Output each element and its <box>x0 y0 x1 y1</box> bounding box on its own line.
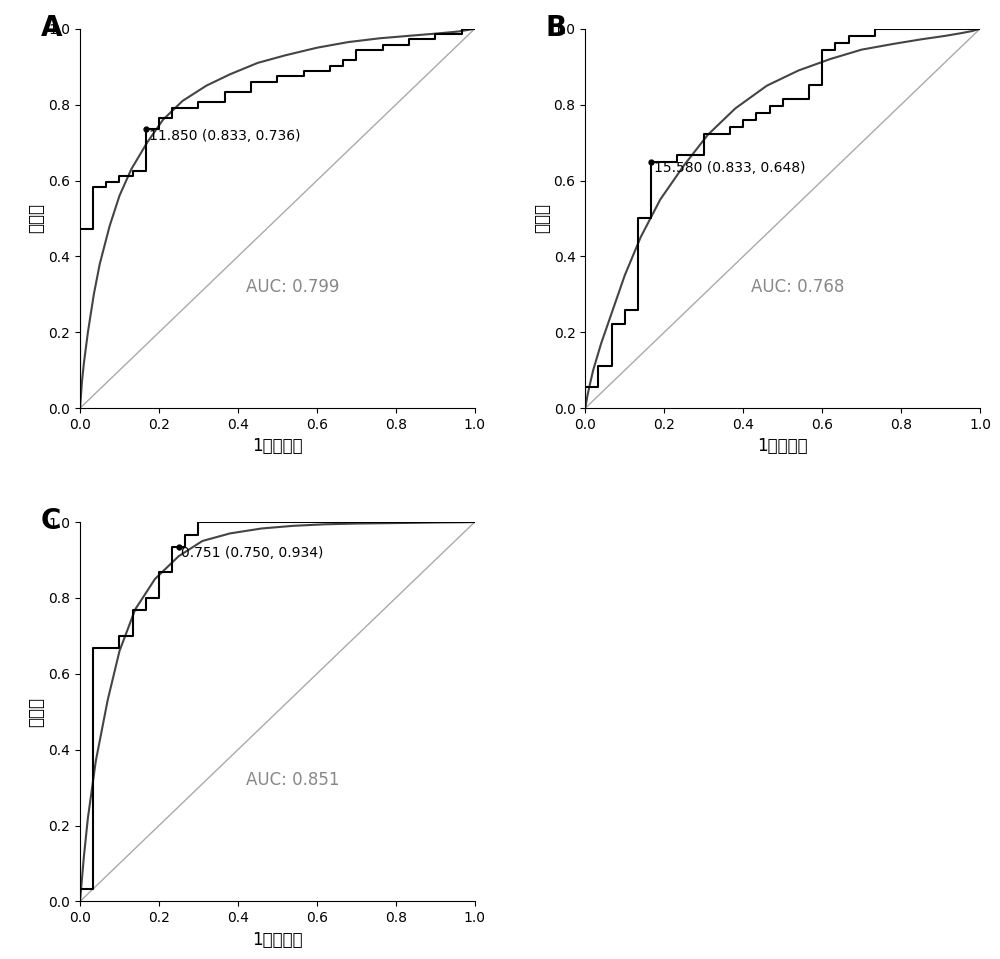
X-axis label: 1－特异性: 1－特异性 <box>252 437 303 456</box>
Y-axis label: 敏感性: 敏感性 <box>27 697 46 727</box>
X-axis label: 1－特异性: 1－特异性 <box>757 437 808 456</box>
Text: A: A <box>41 13 62 41</box>
Text: 15.580 (0.833, 0.648): 15.580 (0.833, 0.648) <box>654 161 806 175</box>
Text: AUC: 0.768: AUC: 0.768 <box>751 278 844 295</box>
Y-axis label: 敏感性: 敏感性 <box>533 203 551 233</box>
X-axis label: 1－特异性: 1－特异性 <box>252 931 303 948</box>
Text: AUC: 0.799: AUC: 0.799 <box>246 278 339 295</box>
Text: AUC: 0.851: AUC: 0.851 <box>246 771 339 789</box>
Text: 11.850 (0.833, 0.736): 11.850 (0.833, 0.736) <box>149 129 301 143</box>
Text: C: C <box>41 507 61 535</box>
Text: B: B <box>546 13 567 41</box>
Y-axis label: 敏感性: 敏感性 <box>27 203 46 233</box>
Text: 0.751 (0.750, 0.934): 0.751 (0.750, 0.934) <box>181 546 323 560</box>
